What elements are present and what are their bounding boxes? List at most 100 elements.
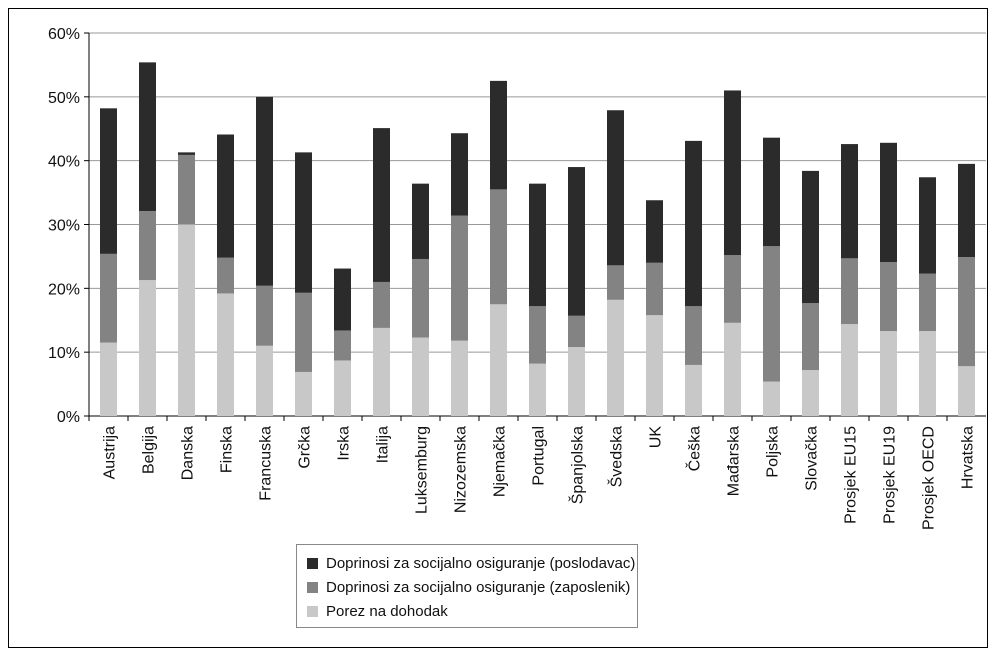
bar-segment-poslodavac xyxy=(217,134,234,258)
bar-segment-poslodavac xyxy=(412,183,429,259)
x-tick-label: UK xyxy=(648,426,665,449)
x-tick-label: Prosjek EU19 xyxy=(882,426,899,524)
bar-segment-porez xyxy=(217,293,234,416)
bar-segment-porez xyxy=(763,381,780,416)
bar-segment-poslodavac xyxy=(724,90,741,256)
bar-segment-poslodavac xyxy=(880,142,897,263)
bar-segment-poslodavac xyxy=(256,96,273,286)
bar-segment-porez xyxy=(529,363,546,416)
x-tick-label: Italija xyxy=(375,426,392,463)
bar-segment-zaposlenik xyxy=(295,292,312,372)
stacked-bar-chart: 0% 10% 20% 30% 40% 50% 60% Austrija Belgija Dansk… xyxy=(48,26,986,530)
x-tick-label: Danska xyxy=(180,426,197,480)
bar-segment-poslodavac xyxy=(763,137,780,247)
bar-segment-poslodavac xyxy=(139,62,156,212)
legend-swatch-zaposlenik xyxy=(307,581,318,593)
bar-segment-zaposlenik xyxy=(763,246,780,382)
bar-segment-zaposlenik xyxy=(139,211,156,281)
legend-label-porez: Porez na dohodak xyxy=(326,602,448,620)
legend-label-zaposlenik: Doprinosi za socijalno osiguranje (zapos… xyxy=(326,578,631,596)
bar-segment-zaposlenik xyxy=(607,265,624,300)
bar-segment-porez xyxy=(919,331,936,416)
bar-segment-zaposlenik xyxy=(724,255,741,323)
legend-label-poslodavac: Doprinosi za socijalno osiguranje (poslo… xyxy=(326,554,636,572)
bar-segment-zaposlenik xyxy=(490,189,507,305)
bar-segment-zaposlenik xyxy=(256,285,273,346)
bar-segment-porez xyxy=(841,324,858,416)
bar-segment-zaposlenik xyxy=(100,253,117,343)
bar-segment-porez xyxy=(256,345,273,416)
bar-segment-zaposlenik xyxy=(178,154,195,225)
bar-segment-porez xyxy=(373,327,390,416)
legend-item-porez: Porez na dohodak xyxy=(307,601,448,621)
bar-segment-poslodavac xyxy=(958,163,975,258)
bar-segment-zaposlenik xyxy=(451,215,468,341)
bar-segment-zaposlenik xyxy=(568,315,585,348)
bar-segment-zaposlenik xyxy=(685,306,702,365)
bar-segment-zaposlenik xyxy=(217,257,234,294)
y-tick-label: 30% xyxy=(48,218,80,235)
bar-segment-poslodavac xyxy=(100,108,117,254)
bar-segment-porez xyxy=(802,370,819,416)
bar-segment-porez xyxy=(334,360,351,416)
x-tick-label: Prosjek OECD xyxy=(921,426,938,530)
bar-segment-zaposlenik xyxy=(880,262,897,332)
bar-segment-poslodavac xyxy=(919,177,936,274)
legend-item-zaposlenik: Doprinosi za socijalno osiguranje (zapos… xyxy=(307,577,630,597)
y-tick-label: 40% xyxy=(48,154,80,171)
bar-segment-poslodavac xyxy=(646,200,663,263)
x-tick-label: Poljska xyxy=(765,426,782,478)
x-tick-label: Njemačka xyxy=(492,426,509,497)
x-tick-label: Irska xyxy=(336,426,353,461)
bar-segment-zaposlenik xyxy=(412,258,429,338)
x-tick-label: Mađarska xyxy=(726,426,743,496)
bar-segment-porez xyxy=(139,280,156,416)
bar-segment-poslodavac xyxy=(451,133,468,216)
bar-segment-zaposlenik xyxy=(373,281,390,328)
bar-segment-zaposlenik xyxy=(529,306,546,364)
bar-segment-porez xyxy=(295,371,312,416)
bar-segment-porez xyxy=(178,224,195,416)
y-tick-label: 0% xyxy=(57,409,80,426)
legend-item-poslodavac: Doprinosi za socijalno osiguranje (poslo… xyxy=(307,553,635,573)
y-tick-label: 20% xyxy=(48,281,80,298)
x-tick-label: Hrvatska xyxy=(960,426,977,489)
bar-segment-porez xyxy=(880,331,897,416)
x-tick-label: Prosjek EU15 xyxy=(843,426,860,524)
bar-segment-porez xyxy=(958,366,975,416)
bar-segment-poslodavac xyxy=(334,268,351,331)
bar-segment-zaposlenik xyxy=(646,262,663,316)
bar-segment-poslodavac xyxy=(607,110,624,266)
bar-segment-porez xyxy=(724,322,741,416)
bar-segment-poslodavac xyxy=(373,128,390,282)
bar-segment-porez xyxy=(607,299,624,416)
bar-segment-zaposlenik xyxy=(919,273,936,332)
bar-segment-porez xyxy=(685,364,702,416)
bar-segment-porez xyxy=(100,342,117,416)
y-tick-label: 60% xyxy=(48,26,80,43)
bar-segment-poslodavac xyxy=(490,80,507,190)
y-tick-label: 10% xyxy=(48,345,80,362)
x-tick-label: Španjolska xyxy=(568,426,587,504)
x-tick-label: Portugal xyxy=(531,426,548,486)
bar-segment-poslodavac xyxy=(529,183,546,307)
x-tick-label: Finska xyxy=(219,426,236,473)
x-tick-label: Austrija xyxy=(102,426,119,479)
bar-segment-zaposlenik xyxy=(334,330,351,361)
y-tick-label: 50% xyxy=(48,90,80,107)
bar-segment-poslodavac xyxy=(295,152,312,293)
x-tick-label: Švedska xyxy=(607,426,626,487)
x-tick-label: Francuska xyxy=(258,426,275,501)
x-tick-label: Luksemburg xyxy=(414,426,431,514)
x-tick-label: Grčka xyxy=(297,426,314,469)
x-tick-label: Slovačka xyxy=(804,426,821,491)
bar-segment-zaposlenik xyxy=(802,303,819,371)
bar-segment-zaposlenik xyxy=(841,258,858,325)
bar-segment-porez xyxy=(490,304,507,416)
chart-legend: Doprinosi za socijalno osiguranje (poslo… xyxy=(296,544,638,628)
bar-segment-poslodavac xyxy=(802,170,819,304)
bar-segment-poslodavac xyxy=(685,140,702,307)
bar-segment-porez xyxy=(412,337,429,416)
x-tick-label: Belgija xyxy=(141,426,158,474)
x-tick-label: Nizozemska xyxy=(453,426,470,513)
